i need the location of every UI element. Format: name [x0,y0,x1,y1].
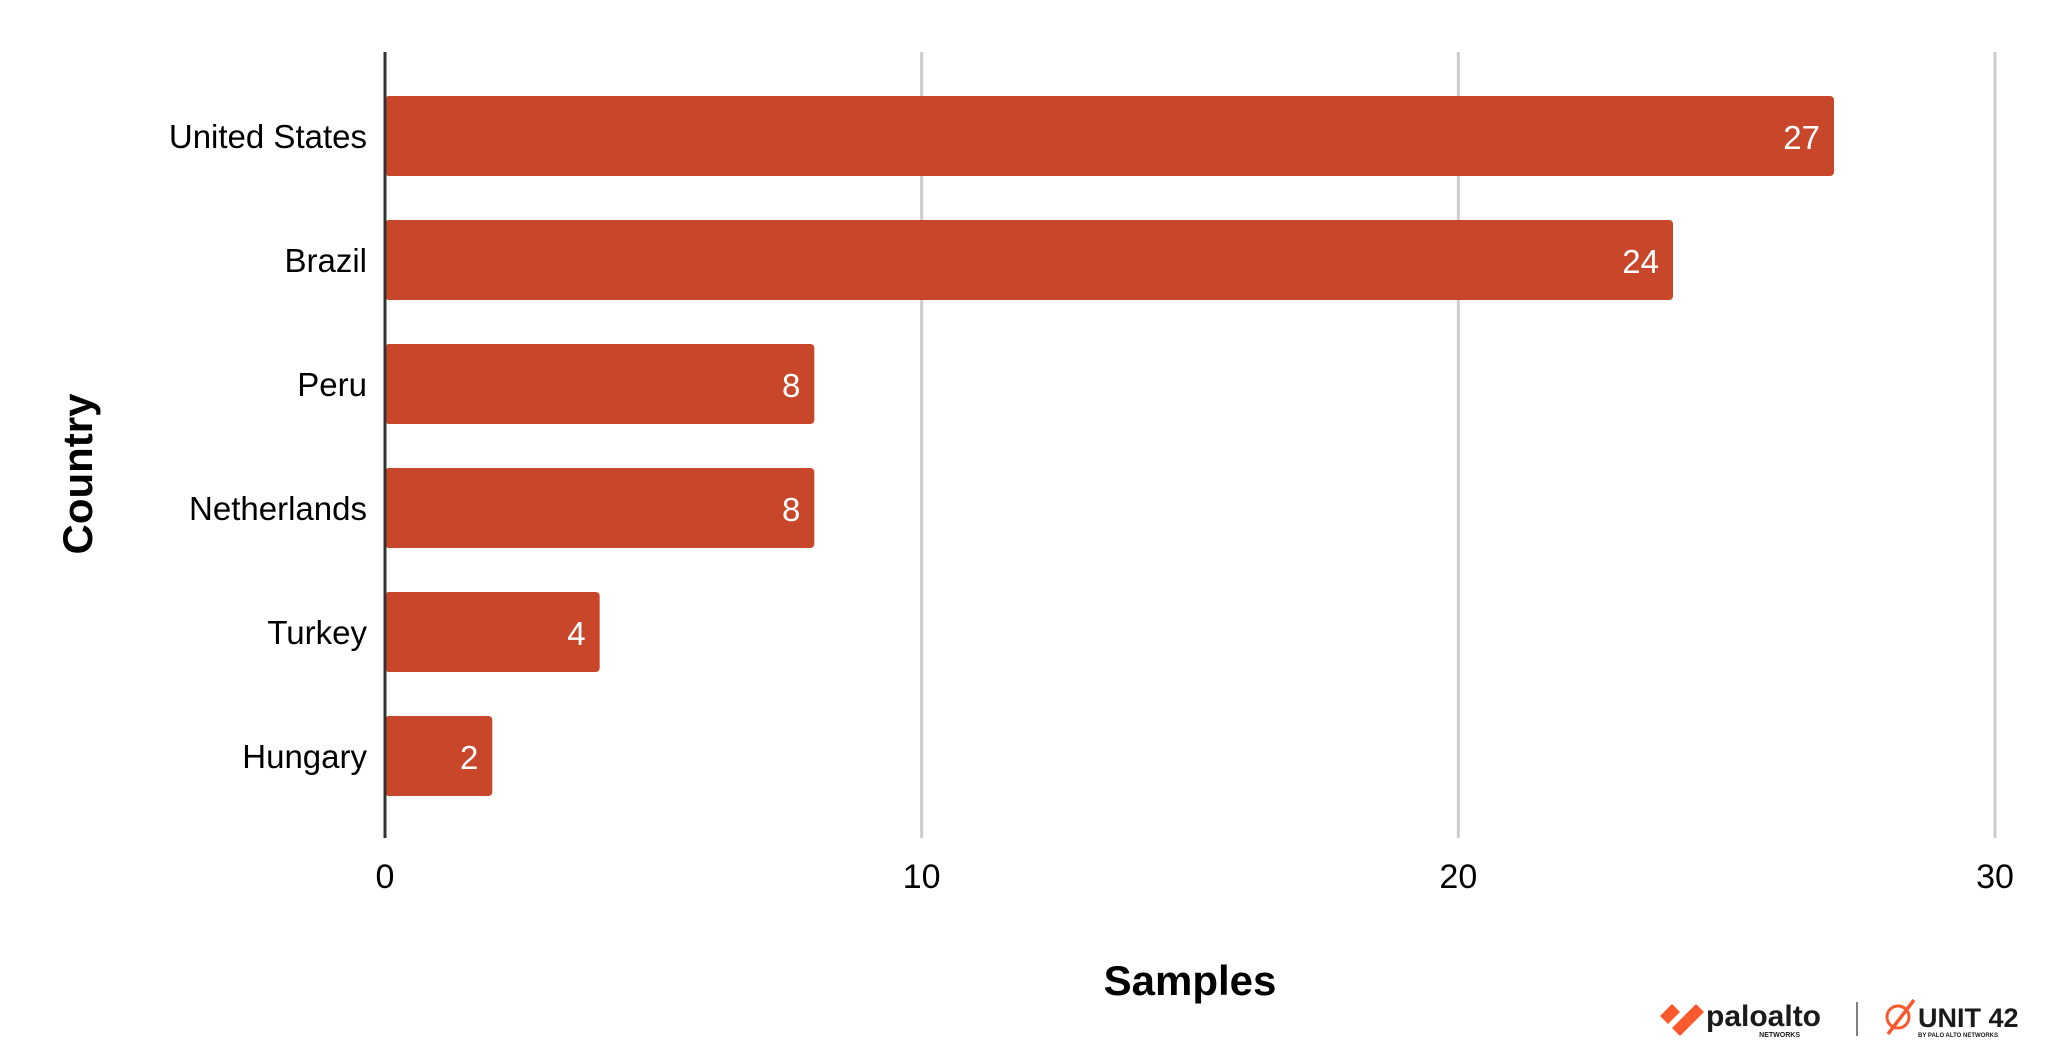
paloalto-logo-subtext: NETWORKS [1759,1032,1800,1039]
category-label: Brazil [284,242,367,279]
category-label: Turkey [267,614,367,651]
bars [385,96,1834,796]
unit42-logo: UNIT 42 BY PALO ALTO NETWORKS [1885,998,2019,1039]
gridlines [920,52,1997,838]
bar-value-label: 4 [567,615,585,652]
bar [385,220,1673,300]
paloalto-logo: paloalto NETWORKS [1660,1000,1821,1039]
bar-value-label: 24 [1622,243,1659,280]
x-axis-title: Samples [1104,957,1277,1004]
bar [385,592,600,672]
bar [385,716,493,796]
category-label: Hungary [242,738,367,775]
y-axis-title: Country [54,393,101,555]
category-label: Peru [297,366,367,403]
bar [385,344,815,424]
bar [385,468,815,548]
bar-value-label: 27 [1783,119,1820,156]
unit42-mark-icon [1885,998,1916,1036]
paloalto-mark-icon [1660,1004,1704,1036]
x-tick-label: 0 [376,858,395,896]
category-label: Netherlands [189,490,367,527]
bar-value-label: 8 [782,367,800,404]
x-tick-label: 20 [1439,858,1477,896]
bar-value-label: 8 [782,491,800,528]
bar [385,96,1834,176]
paloalto-logo-text: paloalto [1706,1000,1821,1033]
unit42-logo-text: UNIT 42 [1918,1003,2019,1033]
unit42-logo-subtext: BY PALO ALTO NETWORKS [1918,1033,1998,1039]
x-tick-label: 10 [903,858,941,896]
x-tick-label: 30 [1976,858,2014,896]
category-label: United States [169,118,367,155]
bar-value-label: 2 [460,739,478,776]
